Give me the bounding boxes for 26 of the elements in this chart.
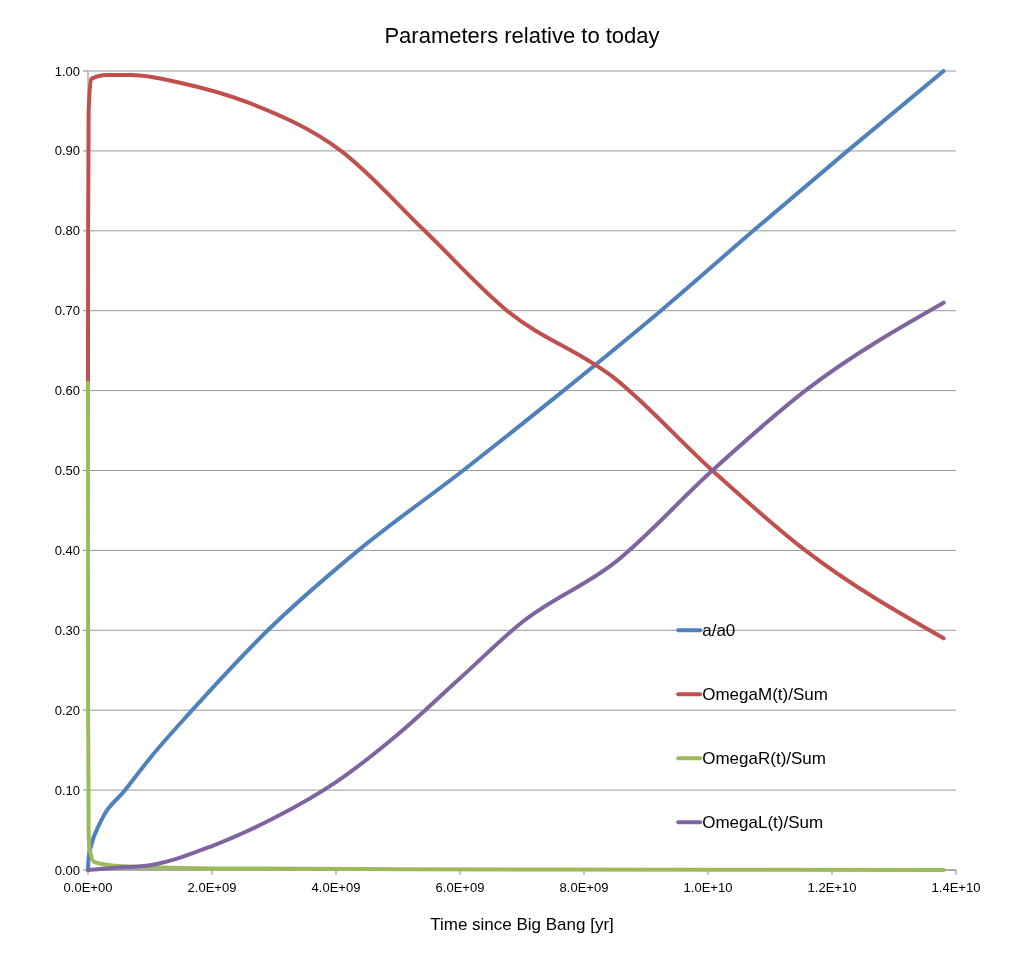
x-axis-title: Time since Big Bang [yr] [430,915,614,934]
x-tick-label: 6.0E+09 [435,880,485,895]
y-tick-label: 0.90 [54,143,80,159]
line-series [86,73,946,641]
y-tick-label: 0.30 [54,622,80,638]
x-tick-label: 1.0E+10 [683,880,733,895]
y-tick-label: 0.80 [54,223,80,239]
x-tick-label: 1.4E+10 [931,880,981,895]
legend-label: OmegaR(t)/Sum [702,749,826,769]
y-tick-label: 0.50 [54,463,80,479]
y-tick-label: 1.00 [54,63,80,79]
legend-label: a/a0 [702,621,736,641]
legend-label: OmegaM(t)/Sum [702,685,828,705]
chart-title: Parameters relative to today [384,23,660,48]
x-tick-label: 8.0E+09 [559,880,609,895]
y-tick-label: 0.20 [54,702,80,718]
x-tick-label: 0.0E+00 [63,880,113,895]
y-tick-label: 0.60 [54,383,80,399]
x-tick-label: 2.0E+09 [187,880,237,895]
y-tick-label: 0.00 [54,862,80,878]
x-tick-label: 4.0E+09 [311,880,361,895]
x-tick-label: 1.2E+10 [807,880,857,895]
y-tick-label: 0.40 [54,542,80,558]
y-tick-label: 0.10 [54,782,80,798]
y-tick-label: 0.70 [54,303,80,319]
legend-label: OmegaL(t)/Sum [702,813,824,833]
